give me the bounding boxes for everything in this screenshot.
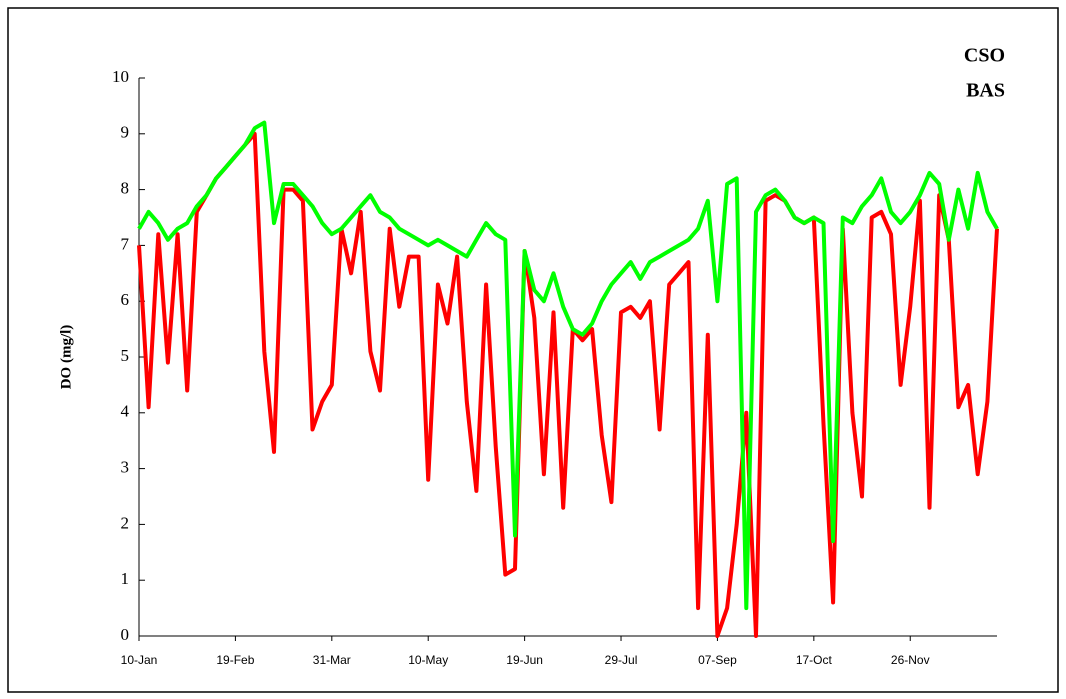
y-axis-label: DO (mg/l) [58, 325, 74, 390]
y-tick-label: 4 [121, 402, 130, 421]
x-tick-label: 10-May [408, 653, 448, 667]
y-tick-label: 1 [121, 569, 130, 588]
x-tick-label: 31-Mar [313, 653, 351, 667]
x-tick-label: 17-Oct [796, 653, 833, 667]
y-tick-label: 2 [121, 513, 130, 532]
legend-label: BAS [966, 80, 1005, 102]
series-line [137, 120, 999, 611]
y-tick-label: 5 [121, 346, 130, 365]
series-line [137, 131, 999, 638]
y-tick-label: 7 [121, 234, 130, 253]
x-tick-label: 19-Feb [216, 653, 254, 667]
y-tick-label: 3 [121, 458, 130, 477]
y-tick-label: 8 [121, 179, 130, 198]
x-tick-label: 19-Jun [506, 653, 543, 667]
legend-label: CSO [964, 45, 1005, 67]
x-tick-label: 10-Jan [121, 653, 158, 667]
y-tick-label: 0 [121, 625, 130, 644]
x-tick-label: 29-Jul [605, 653, 638, 667]
y-tick-label: 10 [112, 67, 129, 86]
y-tick-label: 6 [121, 290, 130, 309]
y-tick-label: 9 [121, 123, 130, 142]
x-tick-label: 26-Nov [891, 653, 930, 667]
x-tick-label: 07-Sep [698, 653, 737, 667]
